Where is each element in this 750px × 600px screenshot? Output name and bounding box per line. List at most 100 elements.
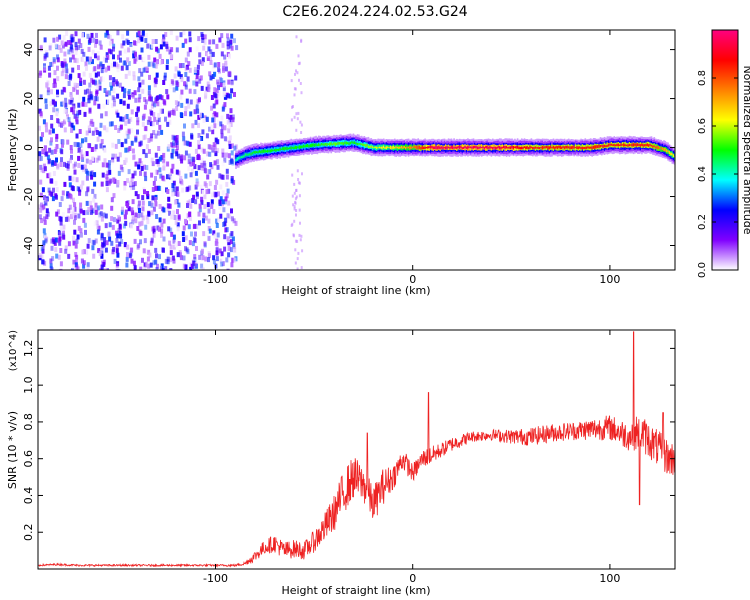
spectrogram-cell bbox=[41, 132, 44, 138]
spectrogram-cell bbox=[81, 168, 85, 174]
spectrogram-cell bbox=[81, 32, 84, 38]
spectrogram-ridge-cell bbox=[602, 144, 604, 148]
spectrogram-cell bbox=[121, 34, 125, 40]
spectrogram-cell bbox=[220, 129, 224, 135]
spectrogram-cell bbox=[233, 92, 236, 97]
spectrogram-cell bbox=[83, 222, 87, 228]
spectrogram-cell bbox=[50, 89, 53, 95]
spectrogram-ridge-cell bbox=[567, 146, 570, 149]
spectrogram-ridge-cell bbox=[635, 143, 638, 147]
spectrogram-ridge-cell bbox=[652, 145, 654, 148]
spectrogram-cell bbox=[65, 163, 68, 168]
spectrogram-cell bbox=[179, 175, 183, 181]
spectrogram-cell bbox=[59, 261, 63, 267]
spectrogram-cell bbox=[43, 55, 47, 61]
spectrogram-cell bbox=[94, 72, 98, 78]
spectrogram-cell bbox=[171, 255, 175, 261]
spectrogram-cell bbox=[105, 162, 109, 168]
spectrogram-cell bbox=[221, 152, 225, 158]
spectrogram-cell bbox=[58, 231, 62, 237]
spectrogram-cell bbox=[96, 136, 100, 142]
spectrogram-cell bbox=[40, 246, 44, 252]
spectrogram-cell bbox=[179, 112, 183, 118]
spectrogram-ridge-cell bbox=[244, 153, 247, 156]
spectrogram-ridge-cell bbox=[428, 146, 431, 149]
spectrogram-ridge-cell bbox=[369, 146, 371, 148]
spectrogram-cell bbox=[222, 222, 225, 227]
spectrogram-cell bbox=[230, 143, 234, 149]
spectrogram-cell bbox=[98, 130, 102, 136]
spectrogram-ridge-cell bbox=[534, 146, 537, 149]
spectrogram-cell bbox=[71, 268, 75, 270]
spectrogram-cell bbox=[141, 215, 145, 221]
spectrogram-ridge-cell bbox=[269, 149, 272, 153]
spectrogram-cell bbox=[223, 94, 227, 100]
spectrogram-cell bbox=[43, 219, 47, 225]
spectrogram-ridge-cell bbox=[648, 144, 650, 147]
spectrogram-cell bbox=[93, 172, 97, 178]
spectrogram-cell bbox=[82, 217, 86, 223]
spectrogram-cell bbox=[300, 234, 303, 238]
spectrogram-cell bbox=[213, 185, 217, 190]
spectrogram-cell bbox=[213, 123, 217, 129]
spectrogram-cell bbox=[226, 41, 230, 47]
spectrogram-cell bbox=[206, 52, 210, 58]
spectrogram-cell bbox=[63, 161, 66, 167]
spectrogram-cell bbox=[198, 52, 202, 58]
spectrogram-ridge-cell bbox=[262, 149, 265, 153]
spectrogram-ridge-cell bbox=[663, 147, 665, 151]
spectrogram-ridge-cell bbox=[273, 149, 276, 152]
spectrogram-ridge-cell bbox=[402, 146, 404, 149]
spectrogram-cell bbox=[296, 257, 299, 261]
spectrogram-cell bbox=[211, 146, 215, 152]
spectrogram-cell bbox=[149, 240, 153, 246]
spectrogram-cell bbox=[180, 158, 184, 164]
spectrogram-cell bbox=[209, 75, 213, 81]
spectrogram-cell bbox=[144, 249, 148, 255]
spectrogram-cell bbox=[148, 252, 152, 258]
spectrogram-cell bbox=[181, 42, 185, 48]
spectrogram-cell bbox=[142, 266, 146, 270]
spectrogram-cell bbox=[116, 180, 120, 185]
spectrogram-ridge-cell bbox=[590, 146, 592, 149]
spectrogram-cell bbox=[80, 258, 84, 264]
spectrogram-ridge-cell bbox=[532, 146, 534, 150]
spectrogram-cell bbox=[292, 234, 295, 238]
spectrogram-ridge-cell bbox=[519, 146, 522, 150]
spectrogram-cell bbox=[188, 47, 192, 53]
spectrogram-cell bbox=[225, 227, 229, 233]
spectrogram-cell bbox=[153, 102, 157, 108]
spectrogram-ridge-cell bbox=[450, 145, 453, 149]
spectrogram-ridge-cell bbox=[308, 145, 310, 148]
spectrogram-cell bbox=[166, 174, 169, 180]
spectrogram-cell bbox=[91, 188, 95, 194]
spectrogram-cell bbox=[50, 178, 54, 184]
spectrogram-cell bbox=[216, 123, 220, 129]
spectrogram-cell bbox=[295, 112, 298, 116]
spectrogram-cell bbox=[189, 99, 193, 105]
spectrogram-cell bbox=[126, 147, 130, 153]
spectrogram-cell bbox=[77, 102, 81, 108]
spectrogram-cell bbox=[179, 255, 183, 261]
spectrogram-ridge-cell bbox=[329, 142, 331, 146]
spectrogram-cell bbox=[71, 54, 75, 60]
spectrogram-cell bbox=[166, 121, 170, 127]
spectrogram-cell bbox=[209, 162, 213, 168]
spectrogram-cell bbox=[41, 248, 45, 254]
spectrogram-cell bbox=[50, 238, 54, 244]
spectrogram-cell bbox=[81, 101, 85, 107]
spectrogram-cell bbox=[42, 163, 46, 169]
spectrogram-ridge-cell bbox=[497, 145, 500, 149]
spectrogram-cell bbox=[90, 32, 94, 38]
spectrogram-cell bbox=[140, 36, 144, 42]
spectrogram-cell bbox=[62, 224, 66, 230]
spectrogram-cell bbox=[66, 139, 70, 145]
spectrogram-ridge-cell bbox=[653, 145, 656, 148]
spectrogram-cell bbox=[62, 86, 66, 92]
spectrogram-cell bbox=[161, 268, 165, 270]
spectrogram-cell bbox=[136, 129, 139, 135]
snr-xtick-label: 0 bbox=[409, 572, 416, 585]
spectrogram-cell bbox=[124, 120, 128, 126]
spectrogram-cell bbox=[136, 244, 140, 250]
